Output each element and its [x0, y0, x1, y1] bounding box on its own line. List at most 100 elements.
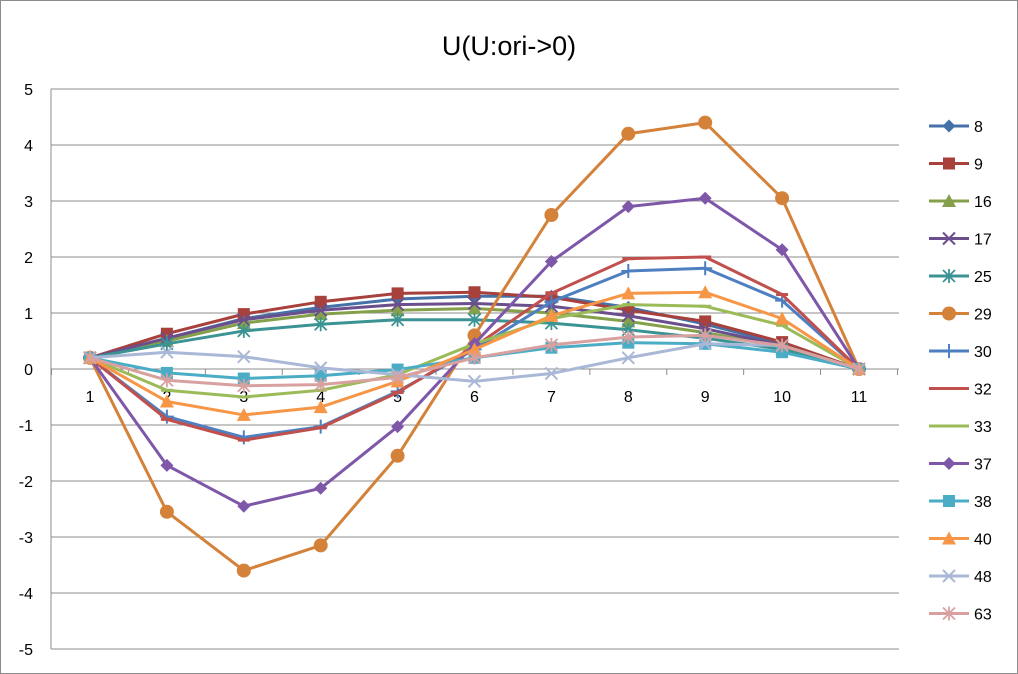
legend-marker — [943, 495, 955, 507]
data-point — [621, 330, 635, 345]
data-point — [237, 313, 251, 327]
x-tick-label: 1 — [86, 389, 95, 406]
data-point — [160, 373, 174, 388]
legend-item: 37 — [929, 457, 992, 474]
x-tick-label: 10 — [773, 389, 791, 406]
legend-label: 17 — [974, 232, 992, 249]
data-point — [237, 323, 251, 338]
data-point — [390, 303, 405, 317]
legend-item: 8 — [929, 119, 983, 136]
legend-label: 9 — [974, 157, 983, 174]
legend-item: 25 — [929, 269, 992, 286]
y-tick-label: -5 — [19, 642, 33, 659]
legend-item: 38 — [929, 494, 992, 511]
data-point — [314, 295, 327, 308]
y-tick-label: -1 — [19, 418, 33, 435]
data-point — [775, 243, 789, 257]
legend-item: 32 — [929, 382, 992, 399]
data-point — [852, 362, 866, 376]
data-point — [698, 285, 713, 299]
legend-item: 40 — [929, 531, 992, 549]
data-point — [160, 458, 174, 472]
y-tick-label: 3 — [24, 194, 33, 211]
legend-item: 16 — [929, 194, 992, 211]
data-point — [467, 312, 482, 327]
data-point — [621, 309, 636, 323]
legend-marker — [942, 269, 956, 283]
data-point — [544, 337, 559, 352]
data-point — [236, 563, 251, 578]
legend-item: 48 — [929, 569, 992, 586]
x-tick-label: 6 — [470, 389, 479, 406]
series-63 — [83, 328, 866, 393]
legend-marker — [942, 457, 956, 470]
data-point — [621, 200, 635, 214]
data-point — [544, 254, 558, 268]
legend-label: 37 — [974, 457, 992, 474]
data-point — [390, 370, 405, 385]
series-group — [83, 115, 866, 578]
data-point — [775, 191, 790, 206]
data-point — [160, 366, 173, 379]
data-point — [775, 338, 789, 353]
data-point — [314, 317, 328, 332]
data-point — [467, 374, 482, 389]
data-point — [237, 372, 250, 385]
data-point — [621, 286, 636, 300]
legend-label: 8 — [974, 119, 983, 136]
data-point — [468, 286, 481, 299]
legend-marker — [942, 119, 956, 133]
y-tick-label: 0 — [24, 362, 33, 379]
legend-marker — [942, 194, 956, 207]
data-point — [237, 499, 251, 513]
legend-label: 16 — [974, 194, 992, 211]
data-point — [313, 307, 328, 321]
legend-label: 29 — [974, 307, 992, 324]
x-tick-label: 9 — [701, 389, 710, 406]
data-point — [467, 301, 482, 315]
data-point — [390, 448, 405, 463]
data-point — [621, 351, 636, 365]
legend: 8 9 16 17 25 29 30 32 33 37 38 40 48 63 — [929, 119, 992, 624]
legend-label: 40 — [974, 532, 992, 549]
data-point — [160, 345, 174, 359]
data-point — [544, 208, 559, 222]
legend-label: 33 — [974, 419, 992, 436]
chart-title: U(U:ori->0) — [442, 31, 576, 61]
data-point — [775, 311, 790, 325]
legend-marker — [942, 569, 956, 583]
legend-label: 48 — [974, 569, 992, 586]
data-point — [467, 342, 482, 356]
legend-item: 29 — [929, 306, 992, 324]
legend-item: 17 — [929, 232, 992, 249]
legend-label: 63 — [974, 607, 992, 624]
data-point — [698, 191, 712, 205]
data-point — [544, 366, 559, 381]
data-point — [544, 308, 559, 322]
data-point — [698, 261, 713, 276]
data-point — [237, 349, 251, 364]
data-point — [236, 316, 251, 330]
data-point — [467, 350, 482, 365]
data-point — [467, 296, 482, 311]
series-29 — [83, 115, 866, 578]
x-tick-label: 7 — [547, 389, 556, 406]
legend-label: 32 — [974, 382, 992, 399]
data-point — [313, 538, 328, 553]
data-point — [237, 378, 251, 393]
y-tick-label: -3 — [19, 530, 33, 547]
y-tick-label: 2 — [24, 250, 33, 267]
data-point — [621, 126, 636, 141]
data-point — [314, 377, 328, 392]
legend-label: 38 — [974, 494, 992, 511]
y-tick-label: -4 — [19, 586, 33, 603]
data-point — [314, 369, 327, 382]
data-point — [236, 407, 251, 421]
legend-marker — [942, 531, 956, 545]
legend-marker — [942, 606, 956, 621]
data-point — [390, 312, 405, 327]
legend-item: 33 — [929, 419, 992, 436]
legend-item: 30 — [929, 344, 992, 361]
legend-label: 25 — [974, 269, 992, 286]
